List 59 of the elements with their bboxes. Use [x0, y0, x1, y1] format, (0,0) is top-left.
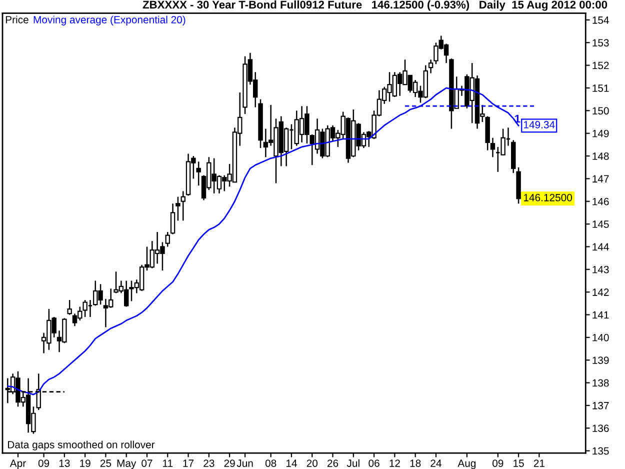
- y-tick-label: 140: [592, 334, 609, 342]
- y-tick-label: 147: [592, 175, 609, 182]
- data-label: 149.34: [524, 121, 555, 128]
- y-tick-label: 142: [592, 288, 609, 296]
- x-tick-label: 07: [142, 460, 152, 467]
- candlestick: [170, 202, 176, 235]
- y-tick-label: 137: [592, 402, 609, 410]
- x-tick-label: 09: [38, 460, 50, 467]
- candlestick: [180, 190, 186, 222]
- x-tick-label: 12: [390, 460, 400, 467]
- y-tick-label: 138: [592, 379, 609, 387]
- text: 146.12500: [524, 194, 572, 202]
- y-tick-label: 154: [592, 16, 609, 24]
- text: Moving average (Exponential 20): [34, 16, 186, 26]
- x-tick-label: 06: [368, 460, 380, 467]
- x-tick-label: 24: [430, 460, 442, 467]
- x-tick-label: 29: [224, 460, 235, 467]
- y-tick-label: 135: [592, 447, 609, 455]
- y-tick-label: 143: [592, 266, 609, 274]
- candlestick: [176, 196, 180, 222]
- x-tick-label: 09: [492, 460, 504, 467]
- x-tick-label: 25: [100, 460, 112, 467]
- x-tick-label: Aug: [458, 460, 476, 469]
- y-tick-label: 139: [592, 356, 609, 364]
- y-tick-label: 153: [592, 39, 609, 46]
- x-tick-label: 08: [265, 460, 276, 467]
- x-tick-label: 13: [59, 460, 70, 467]
- y-tick-label: 150: [592, 107, 609, 115]
- y-tick-label: 136: [592, 424, 609, 432]
- candlestick: [196, 161, 201, 186]
- y-tick-label: 146: [592, 198, 609, 206]
- x-tick-label: 18: [410, 460, 421, 467]
- candlestick: [165, 231, 170, 248]
- x-tick-label: 21: [534, 460, 544, 467]
- y-tick-label: 145: [592, 220, 609, 228]
- x-tick-label: 14: [286, 460, 297, 467]
- x-tick-label: Jul: [346, 459, 360, 467]
- y-tick-label: 144: [592, 243, 609, 250]
- x-tick-label: Jun: [236, 460, 253, 467]
- x-tick-label: 17: [183, 460, 194, 467]
- y-tick-label: 141: [592, 311, 609, 318]
- y-tick-label: 148: [592, 152, 609, 160]
- x-tick-label: Apr: [10, 460, 26, 469]
- x-tick-label: 20: [306, 460, 318, 467]
- y-tick-label: 152: [592, 62, 609, 70]
- x-tick-label: 26: [327, 460, 338, 467]
- y-tick-label: 151: [592, 84, 609, 92]
- annotation: Data gaps smoothed on rollover: [8, 440, 155, 450]
- y-tick-label: 149: [592, 130, 609, 138]
- x-tick-label: 15: [514, 460, 524, 467]
- candlestick: [490, 137, 496, 158]
- candlestick: [428, 58, 434, 74]
- chart-title: ZBXXXX - 30 Year T-Bond Full0912 Future 146.12500 (-0.93%) Daily 15 Aug 2012 00:00: [142, 0, 608, 11]
- x-tick-label: 11: [163, 460, 173, 467]
- text: Price: [6, 16, 28, 24]
- x-tick-label: 23: [204, 460, 214, 467]
- x-tick-label: 19: [80, 460, 90, 467]
- x-tick-label: May: [117, 460, 136, 469]
- candlestick: [67, 299, 72, 316]
